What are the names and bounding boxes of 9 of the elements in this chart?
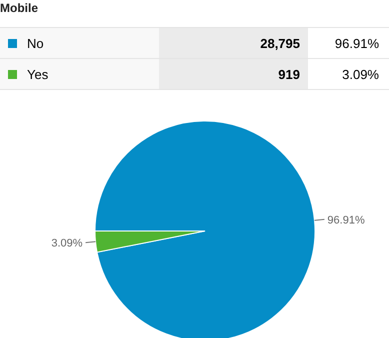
data-label: 96.91% (327, 214, 365, 226)
chart-title: Mobile (0, 0, 39, 15)
legend-label: No (26, 34, 45, 52)
text: 96.91% (334, 36, 379, 50)
data-label: 3.09% (51, 238, 83, 250)
text: 919 (159, 58, 308, 90)
text: 3.09% (342, 66, 379, 82)
text: 28,795 (159, 28, 308, 58)
legend-label: Yes (26, 66, 50, 84)
